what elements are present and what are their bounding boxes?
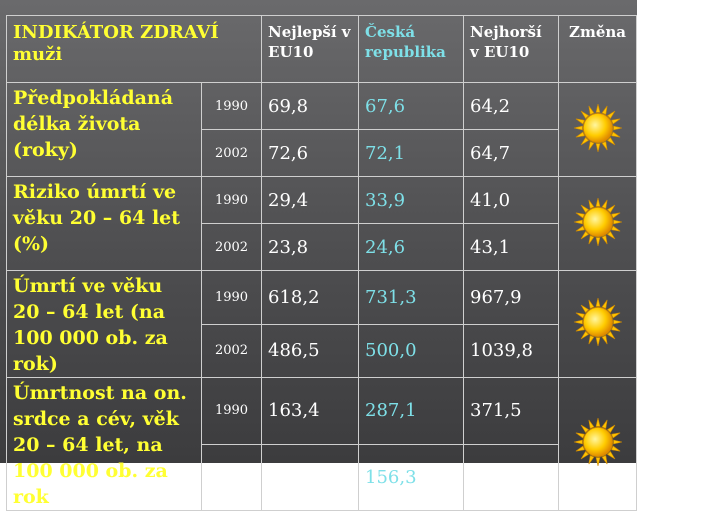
worst-value: 43,1	[463, 223, 560, 271]
best-value: 486,5	[261, 323, 360, 378]
year-cell: 1990	[200, 176, 263, 224]
table-row: Úmrtnost na on. srdce a cév, věk 20 – 64…	[6, 377, 638, 511]
table-row: Úmrtí ve věku 20 – 64 let (na 100 000 ob…	[6, 270, 638, 378]
table-row: Riziko úmrtí ve věku 20 – 64 let (%) 199…	[6, 176, 638, 271]
best-value: 104,4	[261, 443, 360, 511]
header-subtitle: muži	[13, 44, 63, 65]
year-cell: 2002	[200, 443, 263, 511]
slide-background: INDIKÁTOR ZDRAVÍ muži Nejlepší v EU10 Če…	[0, 0, 638, 511]
czech-value: 500,0	[358, 323, 465, 378]
change-cell	[558, 270, 638, 378]
czech-value: 72,1	[358, 129, 465, 177]
header-indicator-cell: INDIKÁTOR ZDRAVÍ muži	[5, 15, 263, 83]
year-cell: 1990	[200, 377, 263, 445]
best-value: 618,2	[261, 270, 360, 325]
sun-icon	[573, 197, 623, 251]
year-cell: 2002	[200, 323, 263, 378]
table-row: 2002 23,8 24,6 43,1	[7, 223, 637, 271]
header-czech: Česká republika	[358, 15, 465, 83]
table-row: 2002 486,5 500,0 1039,8	[7, 323, 637, 378]
sun-icon	[573, 297, 623, 351]
year-cell: 2002	[200, 129, 263, 177]
worst-value: 41,0	[463, 176, 560, 224]
change-cell	[558, 176, 638, 271]
indicator-label: Předpokládaná délka života (roky)	[6, 82, 202, 177]
health-indicator-table: INDIKÁTOR ZDRAVÍ muži Nejlepší v EU10 Če…	[5, 15, 638, 511]
czech-value: 67,6	[358, 82, 465, 130]
worst-value: 370,6	[463, 443, 560, 511]
year-cell: 1990	[200, 82, 263, 130]
year-cell: 2002	[200, 223, 263, 271]
czech-value: 24,6	[358, 223, 465, 271]
table-row: Předpokládaná délka života (roky) 1990 6…	[6, 82, 638, 177]
sun-icon	[573, 103, 623, 157]
best-value: 23,8	[261, 223, 360, 271]
header-best: Nejlepší v EU10	[261, 15, 360, 83]
indicator-label: Riziko úmrtí ve věku 20 – 64 let (%)	[6, 176, 202, 271]
czech-value: 33,9	[358, 176, 465, 224]
indicator-label: Úmrtnost na on. srdce a cév, věk 20 – 64…	[6, 377, 202, 511]
table-header-row: INDIKÁTOR ZDRAVÍ muži Nejlepší v EU10 Če…	[5, 15, 638, 83]
worst-value: 64,2	[463, 82, 560, 130]
indicator-label: Úmrtí ve věku 20 – 64 let (na 100 000 ob…	[6, 270, 202, 378]
best-value: 72,6	[261, 129, 360, 177]
best-value: 29,4	[261, 176, 360, 224]
worst-value: 64,7	[463, 129, 560, 177]
year-cell: 1990	[200, 270, 263, 325]
table-row: 2002 72,6 72,1 64,7	[7, 129, 637, 177]
best-value: 69,8	[261, 82, 360, 130]
change-cell	[558, 377, 638, 511]
czech-value: 156,3	[358, 443, 465, 511]
header-worst: Nejhorší v EU10	[463, 15, 560, 83]
worst-value: 371,5	[463, 377, 560, 445]
header-title: INDIKÁTOR ZDRAVÍ	[13, 22, 219, 43]
sun-icon	[573, 417, 623, 471]
change-cell	[558, 82, 638, 177]
czech-value: 731,3	[358, 270, 465, 325]
header-change: Změna	[558, 15, 638, 83]
worst-value: 967,9	[463, 270, 560, 325]
czech-value: 287,1	[358, 377, 465, 445]
worst-value: 1039,8	[463, 323, 560, 378]
best-value: 163,4	[261, 377, 360, 445]
